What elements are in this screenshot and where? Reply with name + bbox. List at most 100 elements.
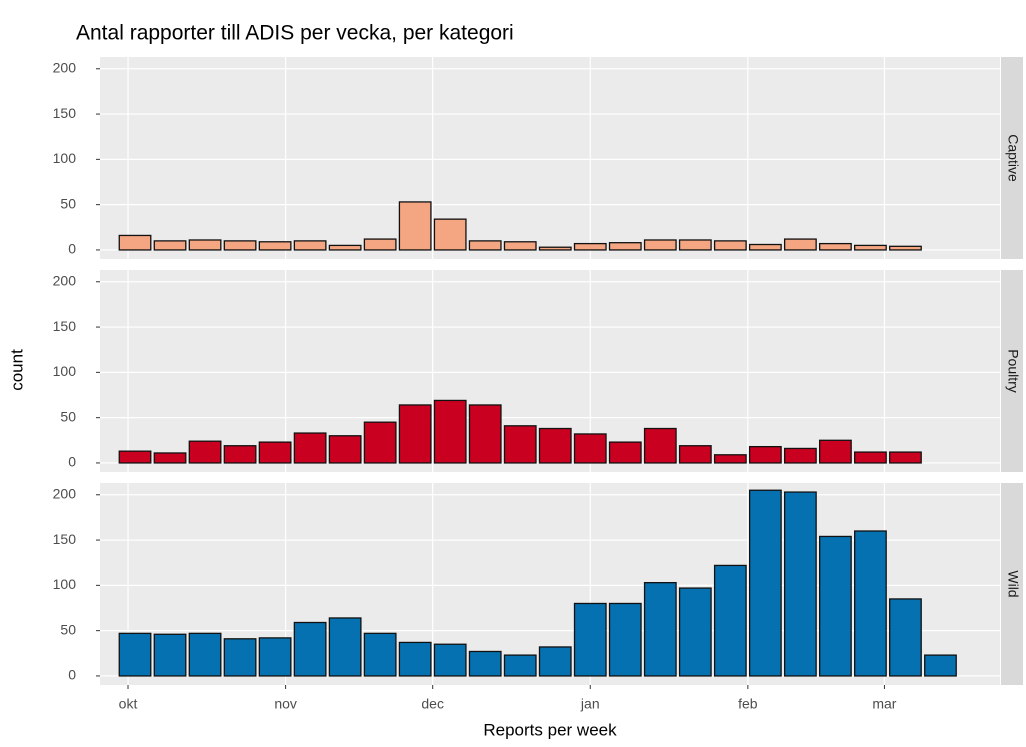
bar [363,238,397,251]
bar [783,447,817,464]
bar [889,451,922,464]
facet-strip [1001,57,1023,259]
bar [223,445,257,464]
y-tick-label: 0 [68,241,76,257]
bar [818,439,852,464]
y-tick-label: 100 [53,576,77,592]
bar [573,602,607,677]
bar [713,240,747,251]
bar [153,452,187,464]
bar [433,643,467,677]
bar [608,242,642,251]
bar [398,641,432,677]
bar [433,399,467,464]
bar [503,654,537,677]
x-tick-label: jan [580,696,600,712]
y-tick-label: 150 [53,318,77,334]
bar [643,581,677,677]
bar [363,421,397,464]
bar [293,240,327,251]
y-tick-label: 0 [68,454,76,470]
y-tick-label: 200 [53,485,77,501]
facet-strip [1001,270,1023,472]
bar [468,404,502,464]
bar [468,650,502,677]
bar [118,234,152,251]
bar [854,530,887,677]
bar [538,246,572,251]
x-tick-label: nov [274,696,297,712]
bar [573,433,607,464]
bar [713,564,747,677]
bar [188,632,222,677]
bar [783,238,817,251]
facet-label: Poultry [1005,349,1021,393]
bar [328,435,362,464]
bar [924,654,957,677]
bar [678,445,712,464]
bar [854,244,887,251]
y-tick-label: 150 [53,105,77,121]
bar [748,489,782,677]
bar [678,587,712,677]
bar [643,239,677,251]
bar [328,244,362,251]
y-axis-label: count [7,349,26,391]
y-tick-label: 0 [68,667,76,683]
bar [503,425,537,464]
bar [293,432,327,464]
bar [713,454,747,464]
x-tick-label: okt [119,696,138,712]
panel-background [100,57,1000,259]
y-tick-label: 50 [60,195,76,211]
bar [538,646,572,677]
facet-strip [1001,483,1023,685]
bar [188,440,222,464]
bar [223,240,257,251]
facet-label: Wild [1005,570,1021,597]
bar [889,245,922,251]
y-tick-label: 100 [53,150,77,166]
bar [608,602,642,677]
bar [643,427,677,464]
y-tick-label: 200 [53,272,77,288]
bar [223,638,257,677]
bar [398,404,432,464]
x-axis-label: Reports per week [483,720,617,739]
bar [889,598,922,677]
bar [433,218,467,251]
bar [398,201,432,251]
y-tick-label: 50 [60,621,76,637]
bar [153,240,187,251]
bar [328,617,362,677]
bar [608,441,642,464]
bar [503,241,537,251]
bar [258,441,292,464]
x-tick-label: mar [872,696,896,712]
bar [188,239,222,251]
bar [783,491,817,677]
bar [118,450,152,464]
y-tick-label: 50 [60,408,76,424]
bar [258,637,292,677]
bar [854,451,887,464]
bar [748,445,782,464]
bar [573,242,607,251]
bar [678,239,712,251]
y-tick-label: 150 [53,531,77,547]
facet-label: Captive [1005,134,1021,182]
chart-title: Antal rapporter till ADIS per vecka, per… [76,22,514,45]
bar [293,621,327,677]
bar [468,240,502,251]
bar [258,241,292,251]
y-tick-label: 100 [53,363,77,379]
bar [748,243,782,251]
y-tick-label: 200 [53,59,77,75]
bar [118,632,152,677]
bar [538,427,572,464]
bar [363,632,397,677]
x-tick-label: dec [421,696,444,712]
bar [818,535,852,677]
bar [153,633,187,677]
